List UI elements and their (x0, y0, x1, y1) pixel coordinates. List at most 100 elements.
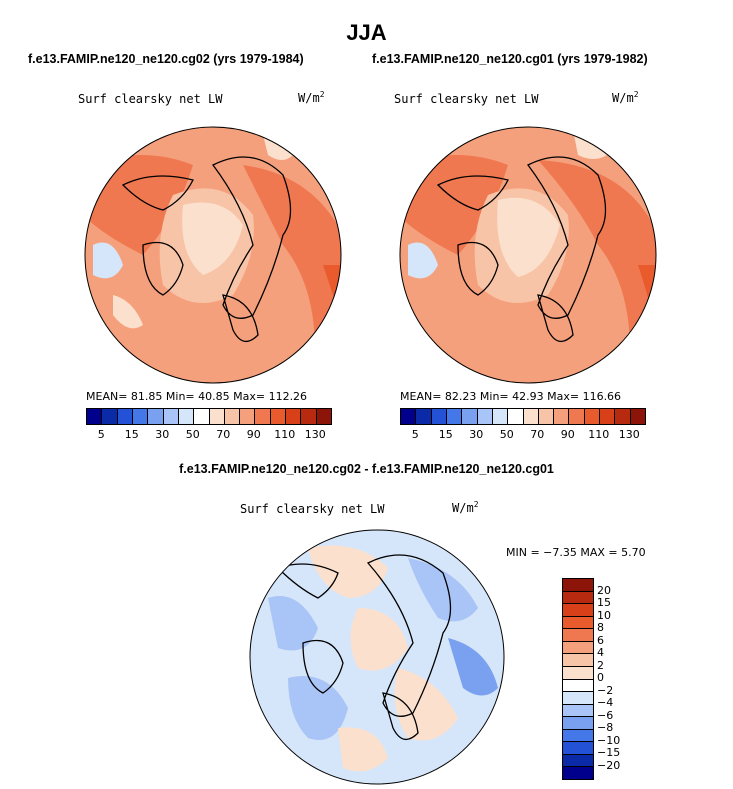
colorbar-swatch (255, 409, 271, 424)
colorbar-swatch (148, 409, 164, 424)
colorbar-tick-label: 50 (185, 428, 200, 441)
colorbar-swatch (563, 654, 593, 667)
right-colorbar-ticks: 5 15 30 50 70 90 110 130 (400, 428, 644, 442)
colorbar-swatch (563, 679, 593, 693)
colorbar-swatch (492, 409, 509, 424)
colorbar-tick-label: 70 (530, 428, 545, 441)
colorbar-tick-label: −4 (597, 696, 614, 709)
colorbar-swatch (523, 409, 539, 424)
right-units: W/m2 (612, 90, 639, 105)
colorbar-tick-label: 90 (560, 428, 575, 441)
colorbar-tick-label: 20 (597, 583, 611, 597)
right-polar-map (399, 126, 657, 384)
colorbar-tick-label: 110 (274, 428, 296, 441)
colorbar-tick-label: 90 (246, 428, 261, 441)
colorbar-swatch (563, 754, 593, 768)
left-colorbar (86, 408, 332, 425)
colorbar-swatch (224, 409, 241, 424)
figure-title: JJA (346, 20, 387, 45)
colorbar-tick-label: −15 (597, 746, 621, 759)
colorbar-swatch (477, 409, 493, 424)
colorbar-tick-label: 110 (588, 428, 610, 441)
colorbar-tick-label: 15 (597, 596, 611, 609)
colorbar-swatch (270, 409, 287, 424)
colorbar-swatch (563, 742, 593, 755)
colorbar-swatch (194, 409, 210, 424)
colorbar-swatch (563, 629, 593, 642)
colorbar-tick-label: −6 (597, 708, 614, 722)
colorbar-swatch (563, 704, 593, 718)
colorbar-swatch (416, 409, 432, 424)
colorbar-tick-label: 10 (597, 608, 611, 622)
colorbar-swatch (563, 591, 593, 605)
colorbar-swatch (554, 409, 570, 424)
colorbar-tick-label: 50 (499, 428, 514, 441)
colorbar-swatch (117, 409, 133, 424)
colorbar-tick-label: −20 (597, 758, 621, 772)
colorbar-swatch (584, 409, 601, 424)
diff-stats: MIN = −7.35 MAX = 5.70 (506, 546, 646, 559)
colorbar-swatch (401, 409, 417, 424)
colorbar-tick-label: 130 (304, 428, 326, 441)
colorbar-swatch (563, 641, 593, 655)
colorbar-tick-label: 5 (411, 428, 419, 441)
right-colorbar (400, 408, 646, 425)
colorbar-swatch (563, 604, 593, 617)
colorbar-tick-label: −8 (597, 721, 614, 734)
colorbar-swatch (316, 409, 331, 424)
colorbar-swatch (178, 409, 195, 424)
colorbar-swatch (563, 579, 593, 592)
colorbar-swatch (569, 409, 585, 424)
colorbar-swatch (132, 409, 149, 424)
diff-variable-label: Surf clearsky net LW (240, 502, 385, 516)
colorbar-tick-label: 30 (469, 428, 484, 441)
colorbar-tick-label: 0 (597, 671, 604, 684)
colorbar-swatch (102, 409, 118, 424)
colorbar-swatch (630, 409, 645, 424)
colorbar-swatch (508, 409, 524, 424)
colorbar-swatch (563, 767, 593, 779)
colorbar-tick-label: 5 (97, 428, 105, 441)
difference-colorbar (562, 578, 594, 780)
left-stats: MEAN= 81.85 Min= 40.85 Max= 112.26 (86, 390, 308, 403)
colorbar-tick-label: 2 (597, 658, 604, 672)
colorbar-swatch (87, 409, 103, 424)
colorbar-swatch (563, 666, 593, 680)
left-panel-subtitle: f.e13.FAMIP.ne120_ne120.cg02 (yrs 1979-1… (28, 52, 304, 66)
left-polar-map (84, 126, 342, 384)
colorbar-swatch (615, 409, 631, 424)
colorbar-tick-label: 6 (597, 633, 604, 647)
difference-colorbar-ticks: 20 15 10 8 6 4 2 0 −2 −4 −6 −8 −10 −15 −20 (597, 578, 637, 778)
colorbar-swatch (446, 409, 463, 424)
colorbar-tick-label: 30 (155, 428, 170, 441)
colorbar-swatch (286, 409, 302, 424)
colorbar-swatch (563, 717, 593, 730)
left-variable-label: Surf clearsky net LW (78, 92, 223, 106)
colorbar-tick-label: −10 (597, 733, 621, 747)
colorbar-tick-label: 8 (597, 621, 604, 634)
diff-units: W/m2 (452, 500, 479, 515)
colorbar-swatch (209, 409, 225, 424)
colorbar-swatch (163, 409, 179, 424)
right-variable-label: Surf clearsky net LW (394, 92, 539, 106)
colorbar-tick-label: 130 (618, 428, 640, 441)
colorbar-swatch (301, 409, 317, 424)
left-units: W/m2 (298, 90, 325, 105)
colorbar-tick-label: −2 (597, 683, 614, 697)
colorbar-swatch (240, 409, 256, 424)
difference-title: f.e13.FAMIP.ne120_ne120.cg02 - f.e13.FAM… (179, 462, 554, 476)
colorbar-tick-label: 4 (597, 646, 604, 659)
right-stats: MEAN= 82.23 Min= 42.93 Max= 116.66 (400, 390, 622, 403)
colorbar-swatch (431, 409, 447, 424)
difference-polar-map (249, 529, 505, 785)
colorbar-swatch (563, 692, 593, 705)
colorbar-swatch (563, 729, 593, 743)
colorbar-swatch (462, 409, 478, 424)
right-panel-subtitle: f.e13.FAMIP.ne120_ne120.cg01 (yrs 1979-1… (372, 52, 648, 66)
left-colorbar-ticks: 5 15 30 50 70 90 110 130 (86, 428, 330, 442)
colorbar-swatch (600, 409, 616, 424)
colorbar-swatch (563, 616, 593, 630)
colorbar-swatch (538, 409, 555, 424)
colorbar-tick-label: 15 (438, 428, 453, 441)
colorbar-tick-label: 15 (124, 428, 139, 441)
